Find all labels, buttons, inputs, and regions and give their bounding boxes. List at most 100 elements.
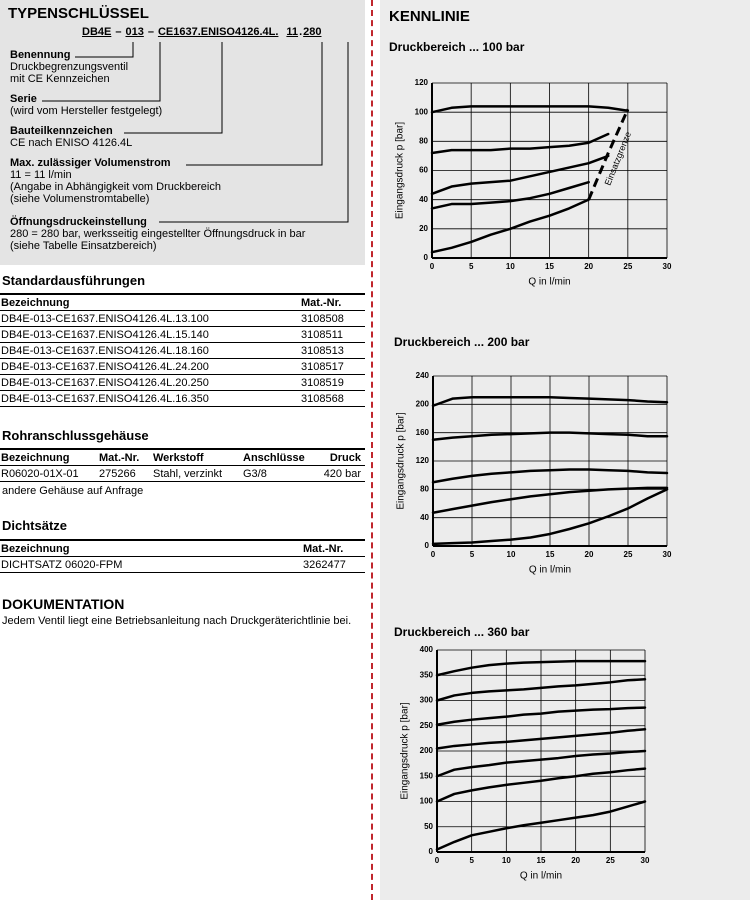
table-header: Bezeichnung Mat.-Nr. Werkstoff Anschlüsse Dr… — [0, 448, 365, 466]
table-row: DB4E-013-CE1637.ENISO4126.4L.15.140 31085… — [0, 326, 365, 343]
y-tick-label: 0 — [429, 847, 434, 856]
key-item: Benennung Druckbegrenzungsventil mit CE Ke… — [10, 49, 128, 85]
table-cell: R06020-01X-01 — [0, 465, 98, 482]
x-tick-label: 30 — [663, 550, 672, 559]
y-tick-label: 100 — [415, 107, 429, 116]
item-text: (Angabe in Abhängigkeit vom Druckbereich — [10, 181, 221, 193]
x-tick-label: 10 — [506, 262, 515, 271]
curve — [431, 468, 669, 484]
item-text: Druckbegrenzungsventil — [10, 61, 129, 73]
column-header: Druck — [320, 448, 365, 466]
x-tick-label: 10 — [502, 856, 511, 865]
x-tick-label: 15 — [545, 262, 554, 271]
curve — [431, 486, 669, 514]
table-row: DB4E-013-CE1637.ENISO4126.4L.20.250 31085… — [0, 374, 365, 391]
curve — [431, 396, 669, 407]
x-tick-label: 20 — [585, 550, 594, 559]
column-header: Bezeichnung — [0, 293, 300, 311]
table-title: Dichtsätze — [2, 518, 68, 533]
x-tick-label: 20 — [571, 856, 580, 865]
type-code: DB4E –013– CE1637.ENISO4126.4L. 11.280 — [82, 26, 325, 38]
code-part: CE1637.ENISO4126.4L. — [157, 26, 279, 38]
y-tick-label: 40 — [420, 513, 429, 522]
code-part: DB4E — [82, 26, 112, 38]
code-part: – — [147, 26, 154, 38]
item-label: Bauteilkennzeichen — [10, 125, 113, 137]
y-tick-label: 120 — [415, 78, 429, 87]
table-row: DB4E-013-CE1637.ENISO4126.4L.18.160 31085… — [0, 342, 365, 359]
curve — [435, 706, 647, 726]
y-tick-label: 20 — [419, 224, 428, 233]
table-cell: DB4E-013-CE1637.ENISO4126.4L.13.100 — [0, 310, 300, 327]
code-part: 013 — [125, 26, 144, 38]
y-tick-label: 40 — [419, 195, 428, 204]
table-row: DB4E-013-CE1637.ENISO4126.4L.16.350 31085… — [0, 390, 365, 407]
y-tick-label: 80 — [419, 136, 428, 145]
item-text: (siehe Tabelle Einsatzbereich) — [10, 240, 157, 252]
y-tick-label: 160 — [416, 428, 430, 437]
item-label: Öffnungsdruckeinstellung — [10, 216, 147, 228]
curve — [435, 659, 647, 677]
y-tick-label: 200 — [420, 746, 434, 755]
code-part: 280 — [303, 26, 322, 38]
table-cell: 3108517 — [300, 358, 365, 375]
chart-title: Druckbereich ... 200 bar — [394, 335, 530, 349]
y-tick-label: 0 — [425, 541, 430, 550]
key-item: Öffnungsdruckeinstellung 280 = 280 bar, w… — [10, 216, 305, 252]
table-cell: 3262477 — [302, 556, 365, 573]
item-text: (siehe Volumenstromtabelle) — [10, 193, 150, 205]
curve — [431, 431, 669, 441]
leader-lines — [42, 42, 349, 223]
key-item: Max. zulässiger Volumenstrom 11 = 11 l/mi… — [10, 157, 221, 205]
table-cell: DB4E-013-CE1637.ENISO4126.4L.15.140 — [0, 326, 300, 343]
x-tick-label: 10 — [507, 550, 516, 559]
curve — [430, 105, 630, 114]
x-tick-label: 5 — [470, 550, 475, 559]
y-tick-label: 80 — [420, 484, 429, 493]
item-label: Benennung — [10, 49, 71, 61]
column-header: Anschlüsse — [242, 448, 320, 466]
y-tick-label: 200 — [416, 399, 430, 408]
y-tick-label: 400 — [420, 645, 434, 654]
table-cell: 420 bar — [320, 465, 365, 482]
x-tick-label: 25 — [624, 550, 633, 559]
x-tick-label: 0 — [430, 262, 435, 271]
key-item: Bauteilkennzeichen CE nach ENISO 4126.4L — [10, 125, 132, 149]
table-cell: 275266 — [98, 465, 152, 482]
curve — [587, 108, 630, 201]
table-row: DB4E-013-CE1637.ENISO4126.4L.13.100 31085… — [0, 310, 365, 327]
x-tick-label: 5 — [469, 856, 474, 865]
chart-title: Druckbereich ... 100 bar — [389, 40, 525, 54]
table-title: Rohranschlussgehäuse — [2, 428, 149, 443]
x-tick-label: 30 — [663, 262, 672, 271]
x-axis-label: Q in l/min — [520, 871, 562, 882]
y-axis-label: Eingangsdruck p [bar] — [400, 702, 411, 800]
charts: Druckbereich ... 100 bar0204060801001200… — [389, 40, 672, 882]
curve — [435, 749, 647, 778]
table-row: DB4E-013-CE1637.ENISO4126.4L.24.200 31085… — [0, 358, 365, 375]
x-tick-label: 5 — [469, 262, 474, 271]
doc-text: Jedem Ventil liegt eine Betriebsanleitun… — [2, 615, 352, 627]
table-cell: 3108568 — [300, 390, 365, 407]
y-tick-label: 100 — [420, 797, 434, 806]
table-title: Standardausführungen — [2, 273, 146, 288]
curve — [435, 678, 647, 702]
section-title: KENNLINIE — [389, 8, 470, 25]
table: Bezeichnung Mat.-Nr. DICHTSATZ 06020-FPM 32… — [0, 539, 365, 573]
table-header: Bezeichnung Mat.-Nr. — [0, 293, 365, 311]
y-tick-label: 150 — [420, 771, 434, 780]
x-tick-label: 30 — [641, 856, 650, 865]
table-cell: Stahl, verzinkt — [152, 465, 242, 482]
curve — [430, 154, 610, 196]
item-text: CE nach ENISO 4126.4L — [10, 137, 133, 149]
chart-title: Druckbereich ... 360 bar — [394, 625, 530, 639]
y-tick-label: 50 — [424, 822, 433, 831]
curve — [430, 180, 590, 210]
y-axis-label: Eingangsdruck p [bar] — [395, 122, 406, 220]
y-tick-label: 250 — [420, 721, 434, 730]
table-cell: DB4E-013-CE1637.ENISO4126.4L.20.250 — [0, 374, 300, 391]
column-header: Bezeichnung — [0, 448, 98, 466]
x-tick-label: 0 — [431, 550, 436, 559]
item-label: Max. zulässiger Volumenstrom — [10, 157, 171, 169]
curve — [435, 800, 647, 851]
